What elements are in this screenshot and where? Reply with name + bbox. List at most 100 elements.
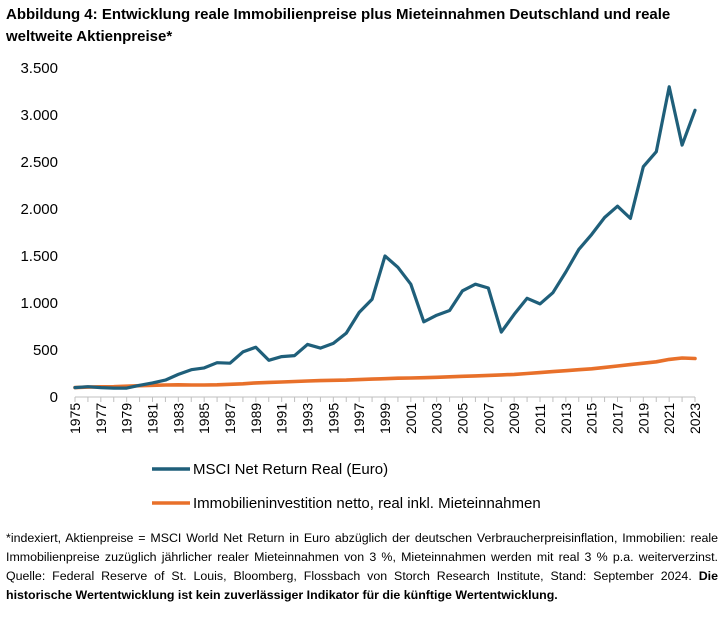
data-point bbox=[164, 379, 167, 382]
data-point bbox=[422, 320, 425, 323]
y-tick-label: 500 bbox=[33, 342, 58, 359]
x-tick-label: 1987 bbox=[222, 403, 238, 434]
x-tick-label: 2019 bbox=[635, 403, 651, 434]
data-point bbox=[668, 358, 671, 361]
data-point bbox=[500, 331, 503, 334]
data-point bbox=[267, 359, 270, 362]
data-point bbox=[564, 369, 567, 372]
x-tick-label: 1975 bbox=[67, 403, 83, 434]
data-point bbox=[396, 266, 399, 269]
data-point bbox=[474, 283, 477, 286]
data-point bbox=[500, 373, 503, 376]
data-point bbox=[293, 354, 296, 357]
data-point bbox=[164, 383, 167, 386]
x-tick-label: 1983 bbox=[170, 403, 186, 434]
y-tick-label: 2.500 bbox=[20, 154, 58, 171]
y-tick-label: 3.000 bbox=[20, 107, 58, 124]
series-line-0 bbox=[73, 85, 697, 390]
data-point bbox=[151, 381, 154, 384]
y-tick-label: 2.000 bbox=[20, 201, 58, 218]
data-point bbox=[190, 383, 193, 386]
data-point bbox=[319, 379, 322, 382]
data-point bbox=[138, 384, 141, 387]
data-point bbox=[487, 286, 490, 289]
x-tick-label: 2001 bbox=[403, 403, 419, 434]
data-point bbox=[306, 343, 309, 346]
data-point bbox=[526, 297, 529, 300]
data-point bbox=[681, 356, 684, 359]
data-point bbox=[177, 383, 180, 386]
x-tick-label: 1995 bbox=[325, 403, 341, 434]
data-point bbox=[229, 383, 231, 386]
data-point bbox=[513, 313, 516, 316]
data-point bbox=[345, 332, 348, 335]
data-point bbox=[190, 368, 193, 371]
data-point bbox=[409, 377, 412, 380]
data-point bbox=[539, 371, 541, 374]
x-tick-label: 1997 bbox=[351, 403, 367, 434]
chart-title: Abbildung 4: Entwicklung reale Immobilie… bbox=[6, 6, 671, 45]
data-point bbox=[435, 376, 438, 379]
footnote-disclaimer: Die historische Wertentwicklung ist kein… bbox=[6, 569, 718, 602]
data-point bbox=[280, 355, 283, 358]
x-tick-label: 1999 bbox=[377, 403, 393, 434]
data-point bbox=[629, 363, 632, 366]
data-point bbox=[681, 144, 684, 147]
legend-label: MSCI Net Return Real (Euro) bbox=[193, 461, 388, 478]
data-point bbox=[267, 381, 270, 384]
data-point bbox=[577, 368, 580, 371]
data-point bbox=[435, 314, 438, 317]
data-point bbox=[474, 374, 477, 377]
data-point bbox=[539, 302, 541, 305]
x-tick-label: 2015 bbox=[584, 403, 600, 434]
x-tick-label: 1993 bbox=[300, 403, 316, 434]
y-axis-labels: 0 500 1.000 1.500 2.000 2.500 3.000 3.500 bbox=[20, 60, 58, 406]
line-chart: 0 500 1.000 1.500 2.000 2.500 3.000 3.500 1975 1… bbox=[20, 60, 703, 512]
data-point bbox=[99, 386, 102, 389]
y-tick-label: 1.000 bbox=[20, 295, 58, 312]
x-tick-label: 2003 bbox=[429, 403, 445, 434]
data-point bbox=[513, 373, 516, 376]
data-point bbox=[216, 383, 219, 386]
data-point bbox=[668, 85, 671, 88]
data-point bbox=[551, 291, 554, 294]
data-point bbox=[642, 165, 645, 168]
x-tick-label: 2005 bbox=[455, 403, 471, 434]
data-point bbox=[629, 217, 632, 220]
data-point bbox=[125, 387, 128, 390]
data-point bbox=[203, 366, 206, 369]
data-point bbox=[487, 374, 490, 377]
data-point bbox=[112, 387, 115, 390]
x-tick-label: 2017 bbox=[610, 403, 626, 434]
data-point bbox=[371, 378, 374, 381]
data-point bbox=[655, 150, 658, 153]
y-tick-label: 1.500 bbox=[20, 248, 58, 265]
data-point bbox=[319, 347, 322, 350]
data-point bbox=[177, 373, 180, 376]
data-point bbox=[280, 380, 283, 383]
data-point bbox=[371, 298, 374, 301]
data-point bbox=[577, 248, 580, 251]
data-point bbox=[461, 375, 464, 378]
y-tick-label: 3.500 bbox=[20, 60, 58, 77]
data-point bbox=[203, 383, 206, 386]
y-tick-label: 0 bbox=[50, 389, 58, 406]
data-point bbox=[655, 360, 658, 363]
data-point bbox=[526, 372, 529, 375]
data-point bbox=[358, 378, 361, 381]
x-tick-label: 2021 bbox=[661, 403, 677, 434]
data-point bbox=[358, 311, 361, 314]
data-point bbox=[461, 289, 464, 292]
data-point bbox=[551, 370, 554, 373]
x-tick-label: 2007 bbox=[480, 403, 496, 434]
data-point bbox=[86, 385, 89, 388]
data-point bbox=[396, 377, 399, 380]
data-point bbox=[694, 357, 696, 360]
data-point bbox=[216, 361, 219, 364]
data-point bbox=[616, 205, 619, 208]
data-point bbox=[229, 362, 231, 365]
data-point bbox=[616, 364, 619, 367]
data-point bbox=[384, 255, 386, 257]
x-tick-label: 2011 bbox=[532, 404, 548, 434]
x-tick-label: 2013 bbox=[558, 403, 574, 434]
